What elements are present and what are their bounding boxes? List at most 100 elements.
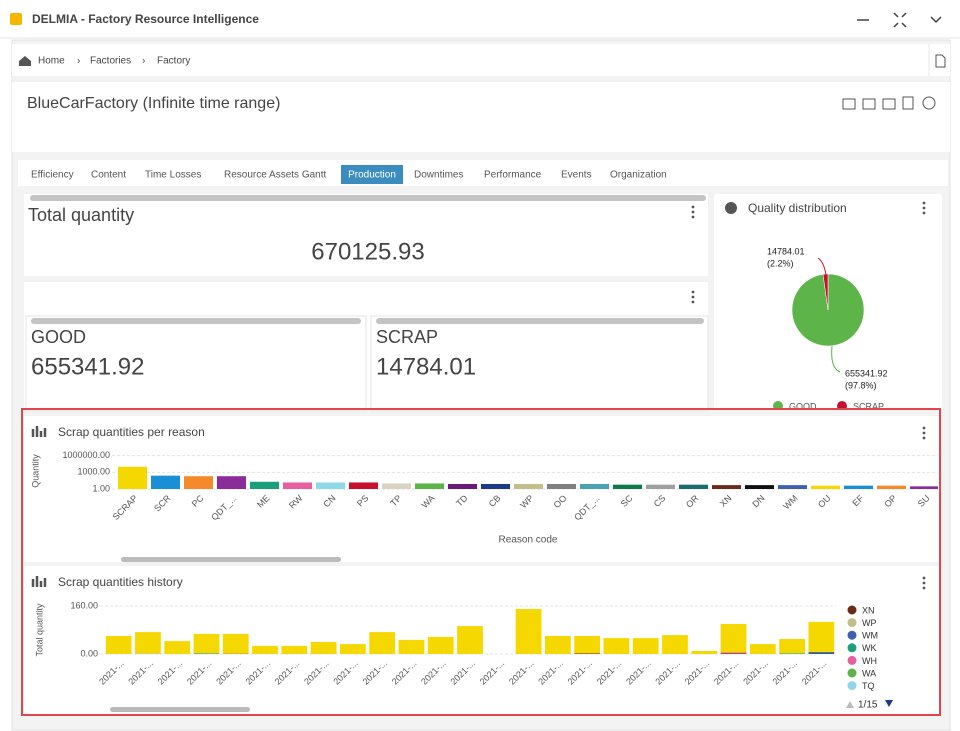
breadcrumb-bar bbox=[12, 44, 928, 76]
tab[interactable]: Content bbox=[91, 170, 126, 181]
toolbar bbox=[842, 96, 936, 110]
bar-segment bbox=[749, 644, 776, 654]
menu-button[interactable] bbox=[691, 290, 695, 304]
scrollbar[interactable] bbox=[31, 318, 361, 324]
legend-swatch bbox=[837, 401, 847, 410]
y-tick-label: 1000000.00 bbox=[62, 450, 110, 460]
dot bbox=[922, 201, 926, 205]
bar bbox=[645, 484, 676, 489]
bar-segment bbox=[427, 636, 454, 654]
export-button[interactable] bbox=[935, 54, 946, 68]
bar bbox=[249, 481, 280, 489]
widget bbox=[24, 194, 708, 276]
breadcrumb[interactable]: Factories bbox=[90, 56, 131, 67]
legend-label: WK bbox=[862, 643, 877, 653]
bar bbox=[612, 484, 643, 489]
kpi-title: GOOD bbox=[31, 327, 86, 347]
page-title: BlueCarFactory (Infinite time range) bbox=[27, 95, 280, 112]
tab[interactable]: Events bbox=[561, 170, 592, 181]
bar bbox=[678, 484, 709, 489]
dot bbox=[691, 215, 695, 219]
menu-button[interactable] bbox=[691, 205, 695, 219]
pie-icon bbox=[725, 202, 737, 214]
y-axis-label: Total quantity bbox=[34, 603, 44, 657]
bar bbox=[348, 482, 379, 489]
bar-segment bbox=[515, 609, 542, 654]
bar-segment bbox=[544, 636, 571, 654]
legend-swatch bbox=[847, 668, 857, 678]
data-label: 14784.01 bbox=[767, 246, 805, 256]
calendar-button[interactable] bbox=[842, 98, 856, 110]
bar bbox=[579, 483, 610, 489]
menu-button[interactable] bbox=[922, 426, 926, 440]
app-title: DELMIA - Factory Resource Intelligence bbox=[32, 12, 259, 26]
scrollbar[interactable] bbox=[110, 707, 250, 712]
collapse-button[interactable] bbox=[930, 16, 942, 24]
dot bbox=[922, 211, 926, 215]
legend-page: 1/15 bbox=[858, 700, 878, 711]
info-button[interactable] bbox=[922, 96, 936, 110]
tab[interactable]: Production bbox=[348, 170, 396, 181]
legend-swatch bbox=[847, 618, 857, 628]
tabs: Efficiency Content Time Losses Resource Ass… bbox=[31, 165, 667, 184]
widget bbox=[25, 315, 367, 412]
legend-next[interactable] bbox=[885, 700, 893, 707]
legend-swatch bbox=[773, 401, 783, 410]
bar-segment bbox=[164, 641, 191, 654]
bar-segment bbox=[398, 639, 425, 654]
legend-prev[interactable] bbox=[846, 701, 854, 708]
legend-label: TQ bbox=[862, 681, 875, 691]
bar bbox=[315, 482, 346, 489]
scrollbar[interactable] bbox=[121, 557, 341, 562]
scrollbar[interactable] bbox=[30, 195, 706, 201]
legend-swatch bbox=[847, 681, 857, 691]
breadcrumb[interactable]: Factory bbox=[157, 56, 190, 67]
bar bbox=[744, 485, 775, 489]
bar-segment bbox=[603, 638, 630, 654]
calendar-button[interactable] bbox=[882, 98, 896, 110]
legend-swatch bbox=[847, 655, 857, 665]
database-button[interactable] bbox=[902, 96, 914, 110]
bar-segment bbox=[574, 653, 601, 654]
y-tick-label: 0.00 bbox=[80, 648, 98, 658]
tab[interactable]: Time Losses bbox=[145, 170, 201, 181]
widget-title: Scrap quantities per reason bbox=[58, 425, 205, 439]
calendar-button[interactable] bbox=[862, 98, 876, 110]
tab[interactable]: Organization bbox=[610, 170, 667, 181]
leader-line bbox=[831, 345, 841, 373]
bar bbox=[777, 485, 808, 489]
chart-icon bbox=[31, 576, 47, 587]
dot bbox=[691, 210, 695, 214]
widget bbox=[370, 315, 709, 412]
dot bbox=[922, 206, 926, 210]
scrollbar[interactable] bbox=[376, 318, 704, 324]
tab[interactable]: Resource Assets Gantt bbox=[224, 170, 326, 181]
bar-segment bbox=[779, 653, 805, 654]
breadcrumb[interactable]: Home bbox=[38, 56, 65, 67]
menu-button[interactable] bbox=[922, 201, 926, 215]
tab-active-bg bbox=[341, 165, 403, 184]
tab[interactable]: Downtimes bbox=[414, 170, 463, 181]
bar bbox=[876, 485, 907, 489]
bar bbox=[183, 476, 214, 489]
tab[interactable]: Performance bbox=[484, 170, 542, 181]
bar bbox=[711, 485, 742, 489]
kpi-value: 670125.93 bbox=[311, 238, 424, 265]
bar bbox=[282, 482, 313, 489]
leader-line bbox=[817, 257, 827, 276]
data-label: (2.2%) bbox=[767, 258, 794, 268]
bar-segment bbox=[193, 633, 220, 654]
bar-segment bbox=[691, 651, 718, 654]
bar-segment bbox=[720, 652, 747, 654]
bar-segment bbox=[574, 636, 601, 654]
bar-segment bbox=[369, 632, 396, 654]
bar-segment bbox=[135, 653, 161, 654]
dot bbox=[922, 436, 926, 440]
menu-button[interactable] bbox=[922, 576, 926, 590]
legend-label: WP bbox=[862, 618, 877, 628]
bar bbox=[447, 483, 478, 489]
kpi-title: Total quantity bbox=[28, 205, 134, 225]
fullscreen-button[interactable] bbox=[893, 12, 907, 28]
tab[interactable]: Efficiency bbox=[31, 170, 74, 181]
